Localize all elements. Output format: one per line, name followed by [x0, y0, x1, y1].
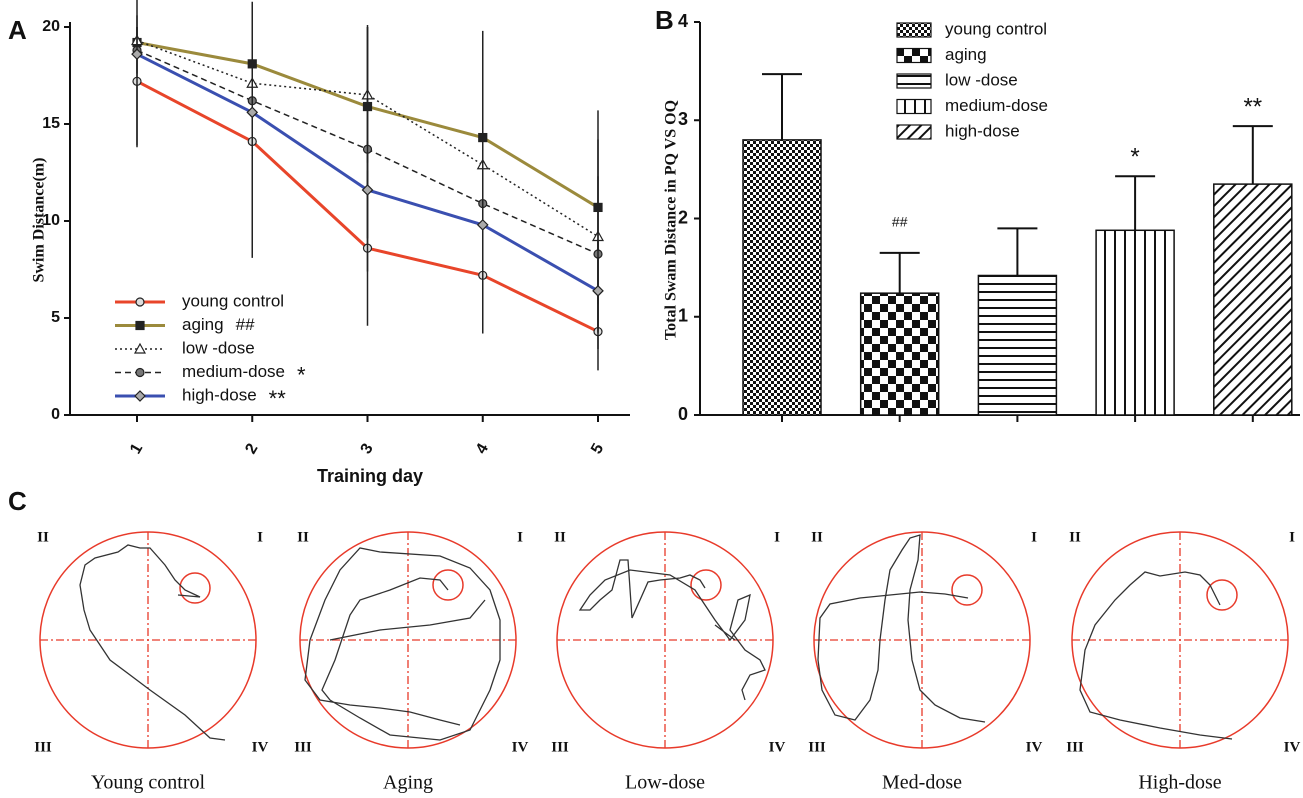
legend-label: medium-dose [182, 362, 285, 381]
figure: A B C 0510152012345Training daySwim Dist… [0, 0, 1303, 798]
bar [1096, 230, 1174, 415]
legend-label: aging [182, 315, 224, 334]
x-tick-label: 4 [473, 441, 492, 457]
platform [433, 570, 463, 600]
legend-swatch [897, 23, 931, 37]
quadrant-label: I [257, 529, 263, 545]
trajectory [818, 535, 985, 722]
platform [180, 573, 210, 603]
legend-label: young control [182, 291, 284, 310]
plot-title: High-dose [1138, 772, 1221, 794]
quadrant-label: III [294, 739, 312, 755]
legend-swatch [897, 49, 931, 63]
y-tick-label: 15 [42, 115, 60, 132]
quadrant-label: I [774, 529, 780, 545]
legend-swatch [897, 100, 931, 114]
y-tick-label: 0 [678, 404, 688, 424]
legend-marker [136, 298, 144, 306]
quadrant-label: III [551, 739, 569, 755]
trajectory [580, 560, 765, 700]
quadrant-label: IV [252, 739, 269, 755]
plot-title: Young control [91, 772, 206, 794]
platform [1207, 580, 1237, 610]
bar [743, 140, 821, 415]
legend-annotation: ** [269, 386, 287, 411]
significance: ** [1243, 93, 1262, 120]
quadrant-label: I [1031, 529, 1037, 545]
legend-annotation: * [297, 362, 306, 387]
quadrant-label: II [1069, 529, 1081, 545]
quadrant-label: IV [1026, 739, 1043, 755]
y-tick-label: 5 [51, 309, 60, 326]
plot-title: Aging [383, 772, 433, 794]
y-axis-title: Total Swam Distance in PQ VS OQ [663, 100, 680, 340]
legend-label: high-dose [945, 121, 1020, 140]
bar [1214, 184, 1292, 415]
quadrant-label: III [34, 739, 52, 755]
platform [952, 575, 982, 605]
legend-label: low -dose [945, 70, 1018, 89]
trajectory [1080, 572, 1232, 739]
legend-label: high-dose [182, 385, 257, 404]
legend-label: aging [945, 45, 987, 64]
panel-label: B [655, 5, 674, 35]
quadrant-label: II [554, 529, 566, 545]
quadrant-label: IV [512, 739, 529, 755]
quadrant-label: II [297, 529, 309, 545]
quadrant-label: I [1289, 529, 1295, 545]
legend-label: medium-dose [945, 96, 1048, 115]
quadrant-label: III [1066, 739, 1084, 755]
legend-marker [136, 369, 144, 377]
bar [978, 275, 1056, 415]
legend-marker [135, 391, 145, 401]
x-tick-label: 2 [242, 441, 261, 457]
y-tick-label: 0 [51, 406, 60, 423]
platform [691, 570, 721, 600]
quadrant-label: II [811, 529, 823, 545]
legend-annotation: ## [236, 315, 255, 334]
panel-label: C [8, 486, 27, 516]
bar [861, 293, 939, 415]
significance: * [1130, 144, 1139, 171]
plot-title: Med-dose [882, 772, 962, 794]
legend-label: low -dose [182, 338, 255, 357]
significance: ## [892, 214, 908, 230]
x-tick-label: 3 [358, 441, 377, 457]
x-tick-label: 5 [588, 441, 607, 457]
y-tick-label: 4 [678, 11, 688, 31]
quadrant-label: IV [1284, 739, 1301, 755]
legend-label: young control [945, 19, 1047, 38]
plot-title: Low-dose [625, 772, 705, 794]
panel-label: A [8, 15, 27, 45]
trajectory [80, 545, 225, 740]
quadrant-label: I [517, 529, 523, 545]
x-tick-label: 1 [127, 441, 146, 457]
legend-swatch [897, 125, 931, 139]
quadrant-label: IV [769, 739, 786, 755]
y-tick-label: 20 [42, 18, 60, 35]
x-axis-title: Training day [317, 466, 423, 486]
legend-swatch [897, 74, 931, 88]
y-axis-title: Swim Distance(m) [31, 158, 48, 283]
legend-marker [136, 322, 144, 330]
quadrant-label: III [808, 739, 826, 755]
quadrant-label: II [37, 529, 49, 545]
trajectory [305, 548, 500, 740]
